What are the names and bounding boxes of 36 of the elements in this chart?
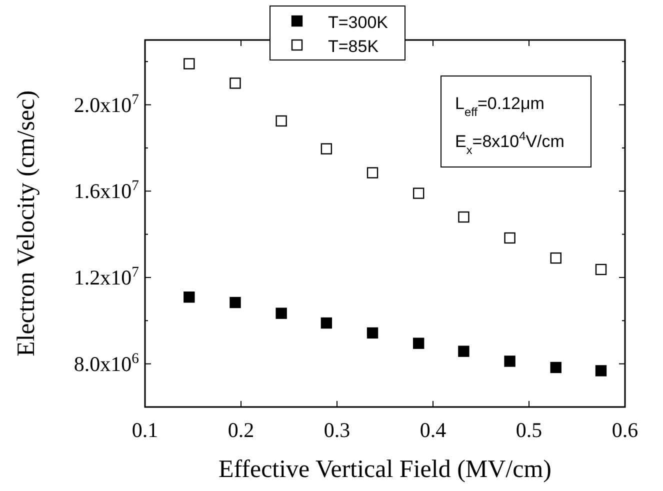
point [366, 167, 378, 178]
point [413, 338, 424, 349]
point [595, 365, 607, 376]
point [504, 232, 516, 244]
point [366, 327, 378, 339]
x-tick-label: 0.1 [132, 418, 158, 442]
point [230, 78, 241, 89]
point [550, 362, 562, 374]
point [320, 143, 332, 154]
y-tick-label: 2.0x10$^{7}$ [74, 92, 139, 117]
annotation: L$_{eff}$=0.12μm [455, 94, 544, 119]
x-tick-label: 0.4 [420, 418, 447, 442]
point [184, 292, 195, 303]
x-tick-label: 0.3 [324, 418, 350, 442]
point [458, 211, 470, 223]
legend-label: T=300K [328, 13, 389, 32]
point [276, 115, 287, 127]
point [184, 58, 195, 70]
y-tick-label: 1.2x10$^{7}$ [74, 264, 139, 290]
point [320, 317, 332, 329]
x-tick-label: 0.2 [228, 418, 254, 442]
point [595, 264, 607, 276]
y-tick-label: 1.6x10$^{7}$ [74, 178, 139, 204]
y-axis-title: Electron Velocity (cm/sec) [13, 90, 40, 357]
x-axis-title: Effective Vertical Field (MV/cm) [218, 456, 552, 483]
annotation: E$_{x}$=8x10$^{4}$V/cm [455, 129, 564, 157]
x-tick-label: 0.6 [612, 418, 638, 442]
point [550, 252, 562, 264]
point [276, 308, 287, 319]
point [413, 188, 424, 199]
x-tick-label: 0.5 [516, 418, 542, 442]
point [230, 296, 241, 308]
y-tick-label: 8.0x10$^{6}$ [74, 350, 139, 376]
point [504, 356, 516, 367]
point [458, 346, 470, 357]
legend-label: T=85K [328, 37, 380, 56]
